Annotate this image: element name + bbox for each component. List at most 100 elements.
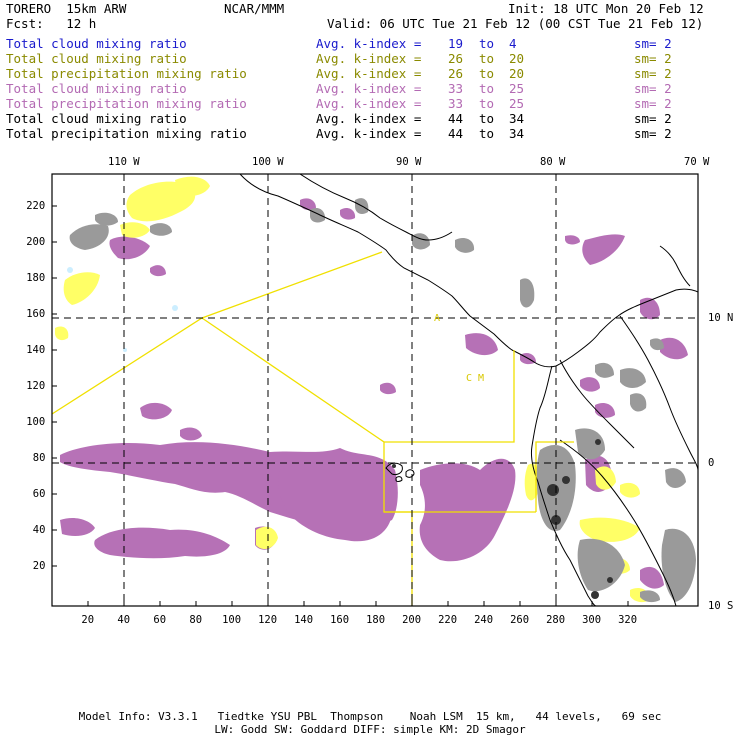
legend-kindex: Avg. k-index = <box>316 51 422 66</box>
y-tick-label: 60 <box>32 488 46 500</box>
legend-to: 34 <box>509 126 525 141</box>
legend-to: 25 <box>509 81 525 96</box>
map-frame <box>51 173 699 607</box>
x-tick-label: 120 <box>258 614 278 626</box>
x-tick-label: 60 <box>153 614 167 626</box>
x-tick-label: 100 <box>222 614 242 626</box>
legend-sm: sm= 2 <box>634 81 672 96</box>
legend-from: 33 <box>448 96 464 111</box>
legend-to-word: to <box>479 111 495 126</box>
lon-label: 90 W <box>396 156 422 168</box>
legend-from: 44 <box>448 126 464 141</box>
legend-field: Total precipitation mixing ratio <box>6 66 247 81</box>
legend-sm: sm= 2 <box>634 51 672 66</box>
x-tick-label: 280 <box>546 614 566 626</box>
x-tick-label: 140 <box>294 614 314 626</box>
model-title: TORERO 15km ARW <box>6 1 127 16</box>
legend-from: 44 <box>448 111 464 126</box>
x-tick-label: 220 <box>438 614 458 626</box>
x-tick-label: 260 <box>510 614 530 626</box>
organization: NCAR/MMM <box>224 1 285 16</box>
legend-kindex: Avg. k-index = <box>316 96 422 111</box>
map-label-cm: C M <box>466 373 485 384</box>
legend-row: Total precipitation mixing ratio Avg. k-i… <box>6 126 740 141</box>
legend-row: Total cloud mixing ratio Avg. k-index = 44… <box>6 111 740 126</box>
legend-kindex: Avg. k-index = <box>316 66 422 81</box>
lon-label: 80 W <box>540 156 566 168</box>
legend-to-word: to <box>479 51 495 66</box>
legend-row: Total precipitation mixing ratio Avg. k-i… <box>6 96 740 111</box>
legend-kindex: Avg. k-index = <box>316 81 422 96</box>
legend-sm: sm= 2 <box>634 36 672 51</box>
model-info-line1: Model Info: V3.3.1 Tiedtke YSU PBL Thomp… <box>78 710 662 723</box>
valid-time: Valid: 06 UTC Tue 21 Feb 12 (00 CST Tue … <box>327 16 704 31</box>
legend-to: 20 <box>509 66 525 81</box>
lon-label: 70 W <box>684 156 710 168</box>
y-tick-label: 160 <box>26 308 46 320</box>
legend-row: Total cloud mixing ratio Avg. k-index = 33… <box>6 81 740 96</box>
tick-marks <box>52 205 629 606</box>
y-tick-label: 200 <box>26 236 46 248</box>
legend-to-word: to <box>479 66 495 81</box>
legend-sm: sm= 2 <box>634 111 672 126</box>
legend-to-word: to <box>479 96 495 111</box>
x-tick-label: 20 <box>81 614 95 626</box>
x-tick-label: 240 <box>474 614 494 626</box>
legend-from: 26 <box>448 66 464 81</box>
model-info-line2: LW: Godd SW: Goddard DIFF: simple KM: 2D… <box>214 723 526 736</box>
legend-field: Total precipitation mixing ratio <box>6 126 247 141</box>
x-tick-label: 40 <box>117 614 131 626</box>
legend-kindex: Avg. k-index = <box>316 111 422 126</box>
coastlines <box>239 174 698 606</box>
y-tick-label: 100 <box>26 416 46 428</box>
lat-label: 10 S <box>708 600 734 612</box>
legend-row: Total cloud mixing ratio Avg. k-index = 19… <box>6 36 740 51</box>
map-fields <box>52 174 698 606</box>
legend-sm: sm= 2 <box>634 126 672 141</box>
x-tick-label: 160 <box>330 614 350 626</box>
legend-to: 34 <box>509 111 525 126</box>
map-label-a: A <box>434 313 441 324</box>
y-tick-label: 40 <box>32 524 46 536</box>
y-tick-label: 180 <box>26 272 46 284</box>
legend-to-word: to <box>479 81 495 96</box>
legend-from: 33 <box>448 81 464 96</box>
lat-label: 10 N <box>708 312 734 324</box>
legend-to-word: to <box>479 126 495 141</box>
x-tick-label: 320 <box>618 614 638 626</box>
lon-label: 110 W <box>108 156 140 168</box>
init-time: Init: 18 UTC Mon 20 Feb 12 <box>508 1 704 16</box>
legend-sm: sm= 2 <box>634 66 672 81</box>
x-tick-label: 80 <box>189 614 203 626</box>
y-tick-label: 220 <box>26 200 46 212</box>
x-tick-label: 180 <box>366 614 386 626</box>
lon-label: 100 W <box>252 156 284 168</box>
legend-field: Total cloud mixing ratio <box>6 81 187 96</box>
legend-row: Total cloud mixing ratio Avg. k-index = 26… <box>6 51 740 66</box>
lat-label: 0 <box>708 457 715 469</box>
y-tick-label: 140 <box>26 344 46 356</box>
legend-to-word: to <box>479 36 495 51</box>
x-tick-label: 200 <box>402 614 422 626</box>
legend-to: 20 <box>509 51 525 66</box>
legend-field: Total cloud mixing ratio <box>6 36 187 51</box>
y-tick-label: 80 <box>32 452 46 464</box>
legend-kindex: Avg. k-index = <box>316 36 422 51</box>
legend-field: Total cloud mixing ratio <box>6 111 187 126</box>
legend-field: Total precipitation mixing ratio <box>6 96 247 111</box>
legend-row: Total precipitation mixing ratio Avg. k-i… <box>6 66 740 81</box>
legend-to: 4 <box>509 36 517 51</box>
y-tick-label: 120 <box>26 380 46 392</box>
legend-field: Total cloud mixing ratio <box>6 51 187 66</box>
legend-to: 25 <box>509 96 525 111</box>
y-tick-label: 20 <box>32 560 46 572</box>
purple-precip-field <box>60 198 688 589</box>
legend-sm: sm= 2 <box>634 96 672 111</box>
forecast-hour: Fcst: 12 h <box>6 16 97 31</box>
legend-from: 26 <box>448 51 464 66</box>
legend-from: 19 <box>448 36 464 51</box>
x-tick-label: 300 <box>582 614 602 626</box>
legend-kindex: Avg. k-index = <box>316 126 422 141</box>
lat-lon-grid <box>52 174 698 606</box>
